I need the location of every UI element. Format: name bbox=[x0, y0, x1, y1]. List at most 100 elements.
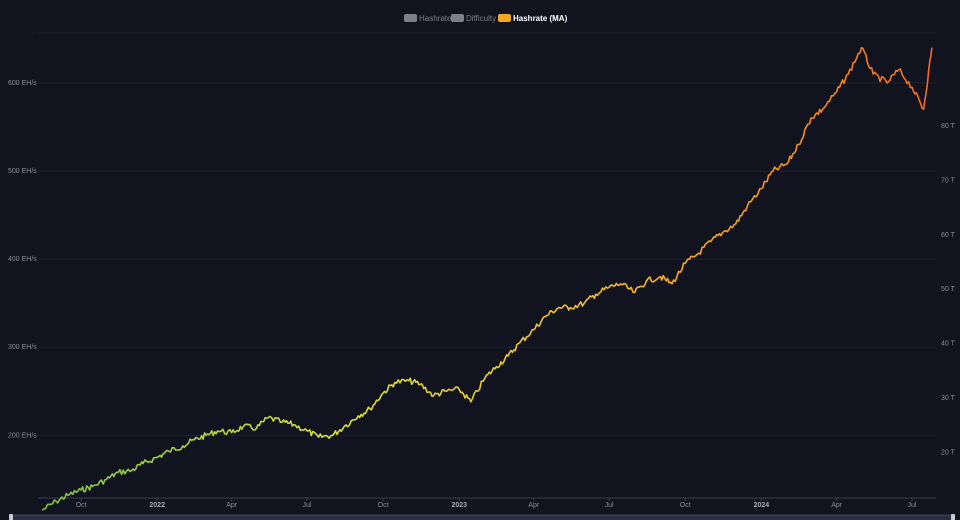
legend-swatch bbox=[404, 14, 417, 22]
y-right-tick-label: 80 T bbox=[941, 123, 956, 130]
data-point bbox=[710, 241, 712, 243]
data-point bbox=[608, 286, 610, 288]
data-point bbox=[369, 408, 371, 410]
x-tick-label: Jul bbox=[908, 502, 917, 509]
data-point bbox=[55, 501, 57, 503]
data-point bbox=[343, 426, 345, 428]
legend-item[interactable]: Difficulty bbox=[451, 14, 496, 23]
data-point bbox=[420, 383, 422, 385]
y-right-tick-label: 60 T bbox=[941, 232, 956, 239]
x-tick-label: Oct bbox=[680, 502, 691, 509]
y-right-tick-label: 70 T bbox=[941, 178, 956, 185]
data-point bbox=[847, 73, 849, 75]
data-point bbox=[156, 456, 158, 458]
y-right-tick-label: 50 T bbox=[941, 286, 956, 293]
data-point bbox=[332, 434, 334, 436]
data-point bbox=[533, 329, 535, 331]
series-line-hashrate-ma bbox=[41, 46, 933, 511]
y-right-tick-label: 20 T bbox=[941, 449, 956, 456]
data-point bbox=[872, 73, 874, 75]
data-point bbox=[772, 170, 774, 172]
y-axis-right: 20 T 30 T 40 T 50 T 60 T 70 T 80 T bbox=[941, 123, 956, 456]
y-left-tick-label: 300 EH/s bbox=[8, 344, 37, 351]
data-point bbox=[281, 421, 283, 423]
data-point bbox=[41, 509, 43, 511]
data-point bbox=[671, 283, 673, 285]
data-point bbox=[660, 276, 662, 278]
x-tick-label: 2023 bbox=[451, 502, 467, 509]
data-point bbox=[106, 479, 108, 481]
data-point bbox=[217, 430, 219, 432]
data-point bbox=[923, 108, 925, 110]
data-point bbox=[242, 426, 244, 428]
data-point bbox=[117, 471, 119, 473]
data-point bbox=[496, 366, 498, 368]
data-point bbox=[746, 205, 748, 207]
data-point bbox=[898, 69, 900, 71]
data-point bbox=[558, 307, 560, 309]
x-tick-label: Apr bbox=[226, 502, 238, 509]
data-point bbox=[722, 232, 724, 234]
data-point bbox=[735, 223, 737, 225]
data-point bbox=[357, 415, 359, 417]
x-tick-label: Jul bbox=[303, 502, 312, 509]
data-point bbox=[458, 389, 460, 391]
data-point bbox=[80, 489, 82, 491]
data-point bbox=[645, 280, 647, 282]
x-tick-label: 2024 bbox=[754, 502, 770, 509]
legend-label: Difficulty bbox=[466, 14, 496, 23]
data-point bbox=[684, 263, 686, 265]
data-point bbox=[798, 144, 800, 146]
data-point bbox=[131, 470, 133, 472]
data-point bbox=[470, 401, 472, 403]
data-point bbox=[231, 432, 233, 434]
series-layer bbox=[41, 46, 933, 511]
x-tick-label: Apr bbox=[528, 502, 540, 509]
data-point bbox=[761, 188, 763, 190]
navigator-range[interactable] bbox=[11, 514, 953, 520]
y-left-tick-label: 400 EH/s bbox=[8, 256, 37, 263]
legend-swatch bbox=[498, 14, 511, 22]
data-point bbox=[142, 463, 144, 465]
data-point bbox=[92, 486, 94, 488]
y-axis-left: 200 EH/s 300 EH/s 400 EH/s 500 EH/s 600 EH/s bbox=[8, 80, 37, 439]
navigator-handle-right[interactable] bbox=[951, 514, 955, 520]
x-axis: Oct 2022 Apr Jul Oct 2023 Apr Jul Oct 2024 Apr Jul bbox=[38, 497, 936, 509]
y-left-tick-label: 600 EH/s bbox=[8, 80, 37, 87]
legend-swatch bbox=[451, 14, 464, 22]
data-point bbox=[256, 427, 258, 429]
data-point bbox=[168, 450, 170, 452]
data-point bbox=[544, 316, 546, 318]
data-point bbox=[484, 377, 486, 379]
data-point bbox=[836, 91, 838, 93]
data-point bbox=[696, 254, 698, 256]
x-tick-label: Apr bbox=[831, 502, 843, 509]
data-point bbox=[620, 283, 622, 285]
x-tick-label: Oct bbox=[378, 502, 389, 509]
data-point bbox=[886, 82, 888, 84]
y-right-tick-label: 40 T bbox=[941, 341, 956, 348]
x-tick-label: Jul bbox=[605, 502, 614, 509]
data-point bbox=[306, 430, 308, 432]
y-right-tick-label: 30 T bbox=[941, 395, 956, 402]
data-point bbox=[861, 47, 863, 49]
data-point bbox=[911, 86, 913, 88]
chart-legend: Hashrate Difficulty Hashrate (MA) bbox=[404, 14, 568, 23]
data-point bbox=[595, 293, 597, 295]
data-point bbox=[182, 445, 184, 447]
legend-item[interactable]: Hashrate (MA) bbox=[498, 14, 568, 23]
data-point bbox=[433, 395, 435, 397]
navigator[interactable] bbox=[9, 514, 955, 520]
navigator-handle-left[interactable] bbox=[9, 514, 13, 520]
y-left-tick-label: 200 EH/s bbox=[8, 432, 37, 439]
data-point bbox=[810, 117, 812, 119]
data-point bbox=[583, 302, 585, 304]
data-point bbox=[293, 424, 295, 426]
legend-label: Hashrate (MA) bbox=[513, 14, 568, 23]
data-point bbox=[444, 390, 446, 392]
data-point bbox=[786, 163, 788, 165]
legend-item[interactable]: Hashrate bbox=[404, 14, 452, 23]
data-point bbox=[519, 342, 521, 344]
